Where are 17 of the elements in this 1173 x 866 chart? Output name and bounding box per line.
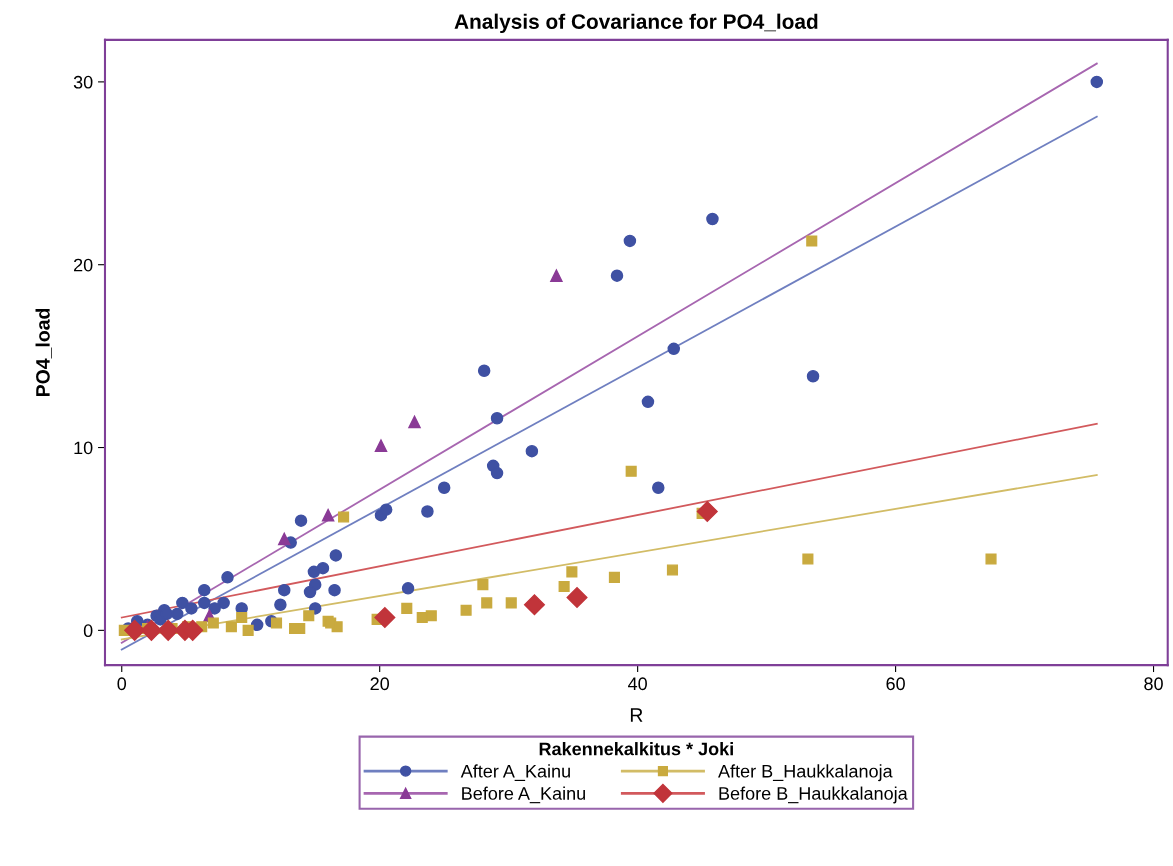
text: Before A_Kainu [462, 786, 585, 804]
x-tick-label: 0 [117, 677, 127, 691]
text: After A_Kainu [460, 764, 570, 781]
y-tick-label: 0 [83, 624, 93, 638]
x-axis-title: R [630, 708, 643, 722]
x-tick-label: 40 [628, 677, 647, 691]
text: Before B_Haukkalanoja [719, 786, 908, 804]
y-axis-title: PO4_load [35, 308, 52, 397]
chart-title: Analysis of Covariance for PO4_load [454, 13, 818, 34]
y-tick-label: 20 [74, 258, 93, 272]
y-tick-label: 10 [74, 441, 93, 455]
y-tick-label: 30 [73, 75, 93, 89]
legend-title: Rakennekalkitus * Joki [539, 742, 733, 756]
x-tick-label: 60 [886, 677, 905, 691]
text: After B_Haukkalanoja [718, 764, 893, 782]
x-tick-label: 80 [1144, 677, 1163, 691]
x-tick-label: 20 [370, 677, 390, 691]
